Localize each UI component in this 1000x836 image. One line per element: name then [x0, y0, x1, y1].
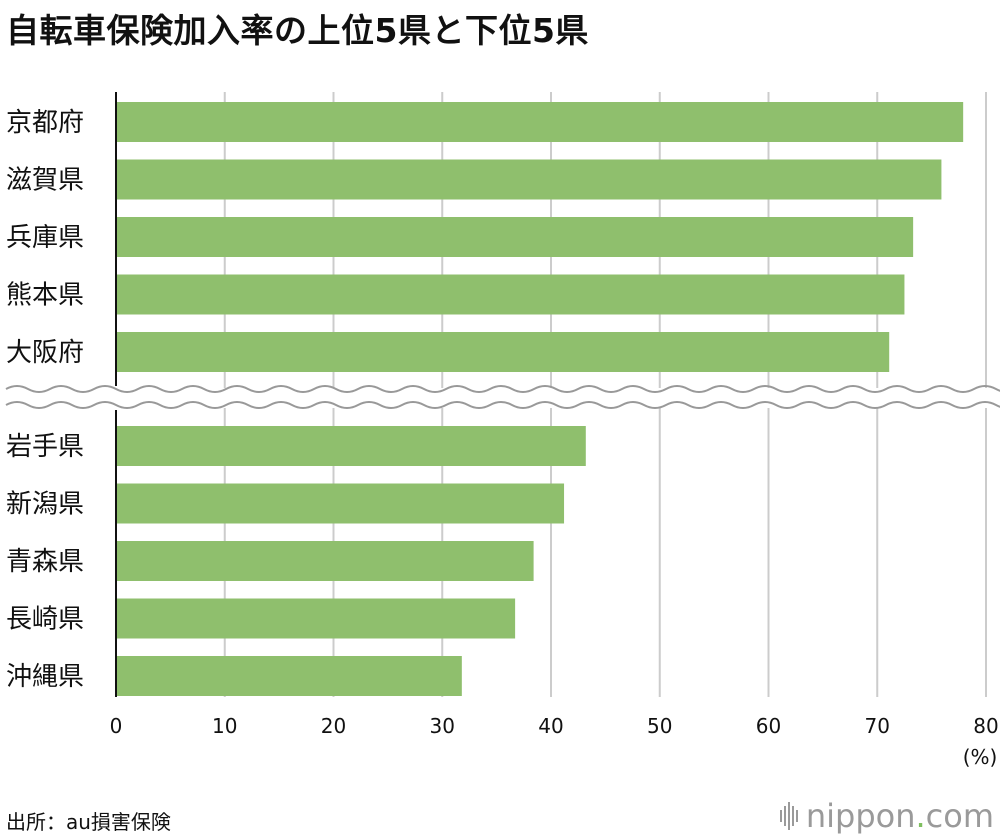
category-label: 滋賀県 — [6, 166, 84, 196]
logo-dot: . — [915, 797, 926, 835]
category-label: 兵庫県 — [6, 223, 84, 253]
logo-name: nippon — [805, 797, 916, 835]
bar — [116, 541, 534, 581]
x-tick-label: 20 — [321, 714, 346, 738]
x-tick-label: 40 — [538, 714, 563, 738]
x-tick-label: 0 — [110, 714, 123, 738]
source-note: 出所：au損害保険 — [6, 810, 171, 834]
unit-label: (%) — [963, 745, 998, 769]
bar — [116, 426, 586, 466]
logo-mark-icon — [779, 802, 800, 830]
category-label: 京都府 — [6, 108, 84, 138]
bar — [116, 598, 516, 639]
bar — [116, 656, 462, 696]
category-label: 岩手県 — [6, 432, 84, 462]
break-wave-line — [5, 401, 1000, 409]
chart-title: 自転車保険加入率の上位5県と下位5県 — [6, 11, 589, 50]
category-label: 長崎県 — [6, 605, 84, 635]
x-tick-label: 70 — [865, 714, 890, 738]
bar — [116, 217, 914, 257]
category-label: 大阪府 — [6, 338, 84, 368]
x-tick-label: 30 — [430, 714, 455, 738]
nippon-logo: nippon. com — [779, 797, 994, 835]
bar — [116, 102, 964, 142]
category-label: 熊本県 — [6, 281, 84, 311]
category-label: 沖縄県 — [6, 662, 84, 692]
tick-labels: 0 10 20 30 40 50 60 70 80 — [110, 714, 999, 738]
axis-break — [0, 385, 1000, 409]
x-tick-label: 80 — [973, 714, 998, 738]
x-tick-label: 50 — [647, 714, 672, 738]
logo-tld: com — [925, 797, 994, 835]
x-tick-label: 10 — [212, 714, 237, 738]
bar — [116, 483, 565, 524]
category-label: 青森県 — [6, 547, 84, 577]
break-gap — [0, 388, 1000, 408]
bar — [116, 332, 890, 372]
x-tick-label: 60 — [756, 714, 781, 738]
category-label: 新潟県 — [6, 490, 84, 520]
bars — [116, 102, 964, 696]
bar — [116, 159, 942, 200]
bar — [116, 274, 905, 315]
break-wave-line — [5, 385, 1000, 393]
